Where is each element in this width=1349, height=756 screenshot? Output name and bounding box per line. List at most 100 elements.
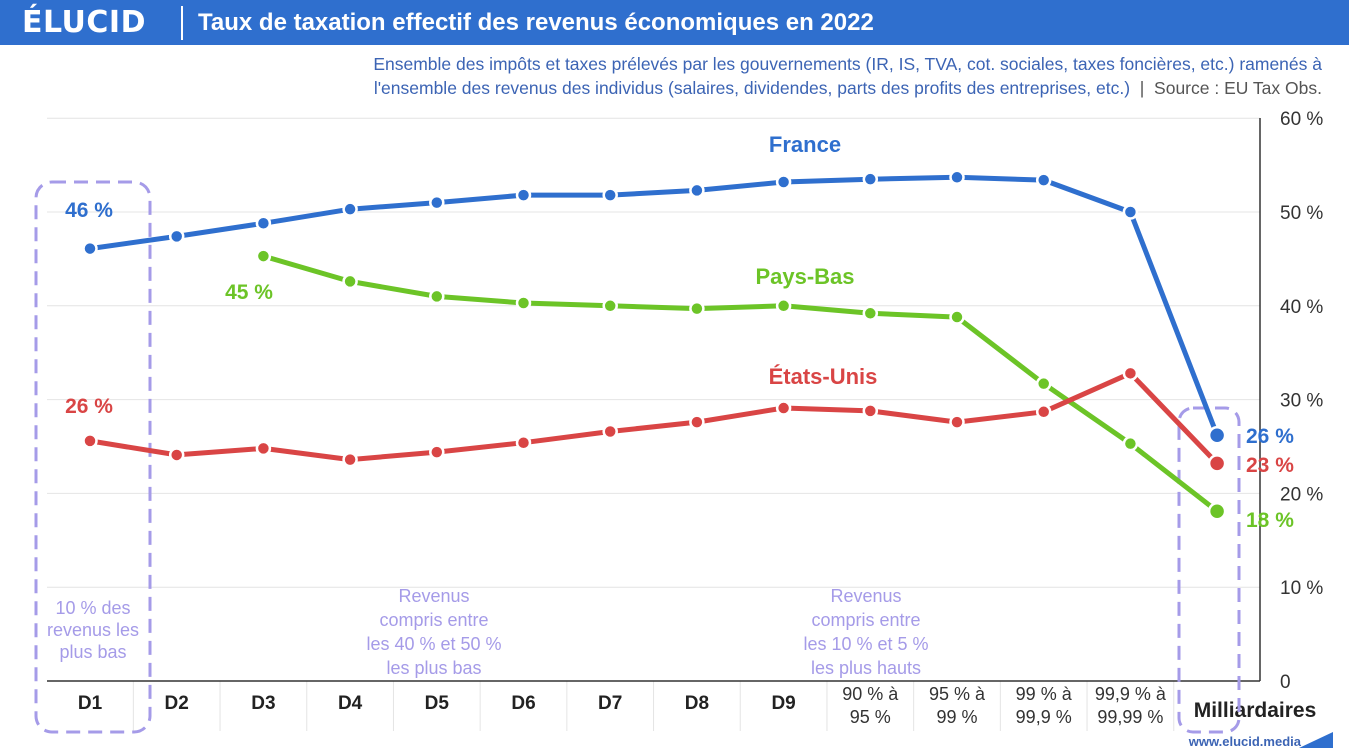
x-tick-label: D6 (511, 693, 535, 714)
annotation-box-milliardaires (1177, 406, 1241, 734)
x-tick-label: 90 % à (842, 684, 899, 704)
data-point-france (689, 182, 705, 199)
x-tick-label: D1 (78, 693, 103, 714)
annotation-box-d1 (34, 180, 152, 734)
data-point-france (429, 194, 445, 211)
y-tick-label: 30 % (1280, 391, 1323, 412)
data-point-etats_unis (342, 451, 358, 468)
x-tick-label: D2 (165, 693, 189, 714)
data-point-pays_bas (515, 295, 532, 311)
data-point-france (949, 169, 965, 186)
x-tick-label: D3 (251, 693, 275, 714)
x-tick-label: D5 (425, 693, 450, 714)
x-tick-label: D8 (685, 693, 709, 714)
x-tick-label: 99,9 % à (1095, 684, 1167, 704)
data-point-france (342, 201, 358, 217)
y-tick-label: 40 % (1280, 297, 1323, 318)
data-point-france (862, 171, 879, 187)
annotation-mid-high-text: Revenus (830, 586, 901, 606)
data-label-end-pays_bas: 18 % (1246, 509, 1294, 532)
y-tick-label: 20 % (1280, 484, 1323, 505)
data-point-pays_bas (775, 298, 792, 314)
data-point-pays_bas (949, 309, 965, 325)
x-tick-label: Milliardaires (1194, 699, 1317, 722)
x-tick-label: 99,99 % (1097, 707, 1163, 727)
series-name-etats_unis: États-Unis (769, 364, 878, 389)
x-tick-label: 99 % à (1016, 684, 1073, 704)
data-label-start-france: 46 % (65, 199, 113, 222)
x-tick-label: D9 (771, 693, 795, 714)
y-tick-label: 50 % (1280, 203, 1323, 224)
data-label-start-etats_unis: 26 % (65, 395, 113, 418)
data-point-etats_unis (775, 400, 792, 416)
annotation-d1-text: 10 % des (55, 598, 130, 618)
footer-url[interactable]: www.elucid.media (1188, 734, 1301, 749)
data-point-france (255, 215, 272, 232)
data-point-pays_bas (1035, 375, 1052, 392)
data-label-start-pays_bas: 45 % (225, 281, 273, 304)
x-tick-label: 99,9 % (1016, 707, 1072, 727)
data-point-france (82, 240, 98, 257)
series-line-etats_unis (87, 370, 1220, 466)
data-label-end-etats_unis: 23 % (1246, 454, 1294, 477)
source-label: Source : EU Tax Obs. (1154, 78, 1322, 98)
y-tick-label: 60 % (1280, 109, 1323, 130)
data-point-pays_bas (602, 298, 618, 314)
subtitle-line-2: l'ensemble des revenus des individus (sa… (142, 76, 1322, 100)
subtitle-line-2-text: l'ensemble des revenus des individus (sa… (373, 78, 1131, 98)
data-point-etats_unis (1207, 454, 1227, 473)
data-point-pays_bas (689, 300, 705, 317)
elucid-logo: ÉLUCID (22, 5, 146, 40)
data-point-etats_unis (255, 440, 272, 457)
annotation-mid-high-text: les 10 % et 5 % (803, 634, 928, 654)
series-line-pays_bas (260, 253, 1220, 514)
data-point-etats_unis (862, 403, 879, 419)
data-point-pays_bas (255, 248, 272, 264)
header-divider (181, 6, 183, 40)
data-point-etats_unis (515, 434, 532, 451)
y-tick-label: 10 % (1280, 578, 1323, 599)
x-tick-label: D4 (338, 693, 363, 714)
annotation-mid-low-text: Revenus (398, 586, 469, 606)
subtitle-line-1: Ensemble des impôts et taxes prélevés pa… (373, 54, 1322, 74)
data-point-etats_unis (168, 447, 185, 463)
data-point-etats_unis (429, 444, 445, 460)
data-point-pays_bas (342, 273, 358, 290)
data-point-pays_bas (1207, 501, 1227, 521)
annotation-mid-high-text: les plus hauts (811, 658, 921, 678)
footer-logo-triangle (1299, 732, 1333, 748)
y-tick-label: 0 (1280, 672, 1291, 693)
annotation-d1-text: plus bas (59, 642, 126, 662)
data-label-end-france: 26 % (1246, 425, 1294, 448)
data-point-pays_bas (862, 305, 879, 322)
data-point-france (515, 187, 532, 203)
data-point-etats_unis (689, 414, 705, 430)
data-point-etats_unis (1035, 404, 1052, 420)
annotation-d1-text: revenus les (47, 620, 139, 640)
x-tick-label: 95 % à (929, 684, 986, 704)
x-tick-label: D7 (598, 693, 622, 714)
data-point-france (775, 174, 792, 190)
annotation-mid-low-text: compris entre (379, 610, 488, 630)
annotation-mid-high-text: compris entre (811, 610, 920, 630)
data-point-france (602, 187, 618, 203)
annotation-mid-low-text: les 40 % et 50 % (366, 634, 501, 654)
annotation-mid-low-text: les plus bas (386, 658, 481, 678)
data-point-etats_unis (82, 433, 98, 449)
x-tick-label: 99 % (936, 707, 977, 727)
data-point-france (1207, 425, 1227, 445)
data-point-france (1035, 172, 1052, 188)
chart-title: Taux de taxation effectif des revenus éc… (198, 9, 874, 36)
data-point-france (1122, 204, 1139, 220)
series-name-pays_bas: Pays-Bas (755, 264, 854, 289)
data-point-pays_bas (1122, 435, 1139, 452)
x-tick-label: 95 % (850, 707, 891, 727)
subtitle-separator: | (1139, 78, 1145, 98)
chart-subtitle: Ensemble des impôts et taxes prélevés pa… (142, 52, 1322, 100)
data-point-etats_unis (602, 423, 618, 440)
data-point-etats_unis (1122, 365, 1139, 382)
data-point-pays_bas (429, 288, 445, 305)
header-bar: ÉLUCID Taux de taxation effectif des rev… (0, 0, 1349, 45)
series-line-france (87, 174, 1220, 438)
